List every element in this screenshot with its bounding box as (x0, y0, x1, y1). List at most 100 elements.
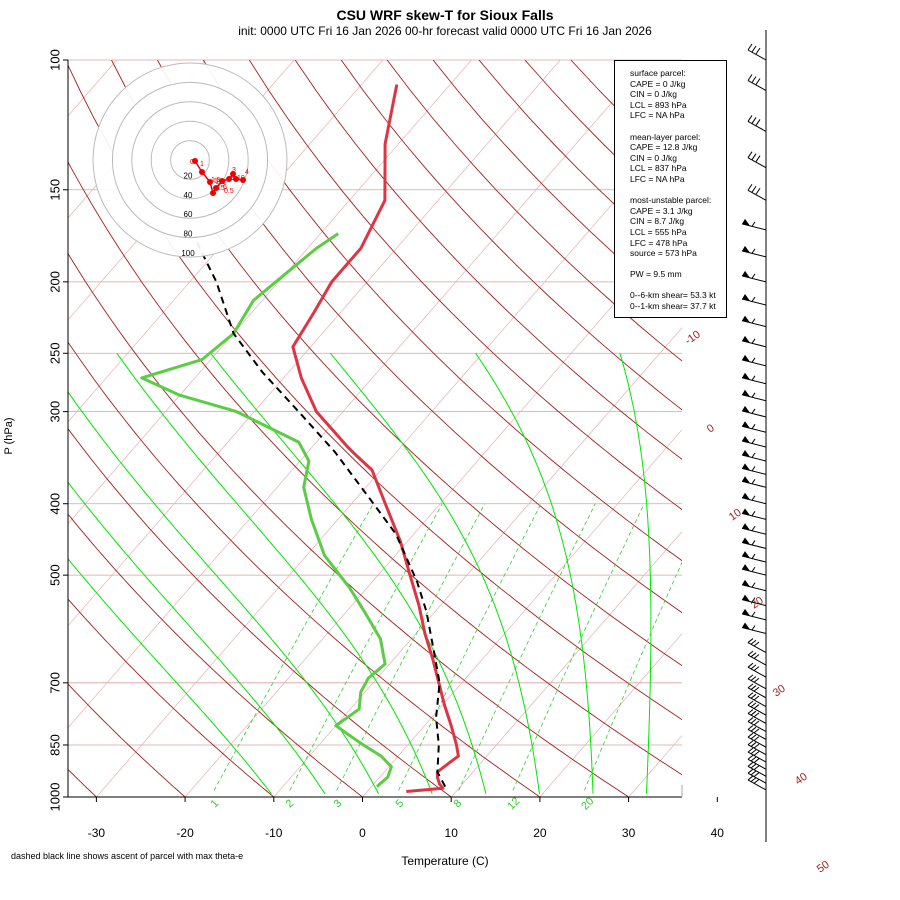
wind-barb (747, 683, 767, 699)
wind-barb-feather (751, 117, 757, 124)
wind-barb-pennant (742, 463, 750, 471)
wind-barb-pennant (742, 492, 750, 500)
dry-adiabat-line (68, 341, 541, 797)
mu-lfc: LFC = 478 hPa (630, 237, 688, 248)
surface-lcl: LCL = 893 hPa (630, 99, 687, 110)
y-tick-label: 1000 (47, 783, 62, 812)
isotherm-line (68, 60, 472, 525)
wind-barb-shaft (741, 555, 767, 563)
wind-barb (747, 74, 767, 91)
wind-barb-feather (751, 479, 756, 485)
wind-barb-feather (750, 676, 757, 681)
mixing-ratio-line (213, 503, 374, 791)
wind-barb-feather (751, 357, 756, 363)
wind-barb-feather (750, 718, 757, 724)
wind-barb-feather (747, 674, 754, 680)
dry-adiabat-line (111, 60, 682, 667)
wind-barb (747, 717, 767, 733)
wind-barb-feather (751, 296, 756, 302)
wind-barb-feather (747, 183, 753, 191)
parcel-info-box: surface parcel: CAPE = 0 J/kg CIN = 0 J/… (614, 60, 727, 318)
wind-barb-feather (750, 749, 757, 755)
wind-barb-feather (751, 318, 756, 324)
dry-adiabat-label: 0 (705, 422, 717, 435)
wind-barb-feather (751, 438, 756, 444)
wind-barb-feather (751, 76, 757, 83)
dry-adiabat-line (68, 252, 630, 797)
wind-barb-feather (751, 248, 756, 254)
wind-barb (747, 650, 767, 666)
wind-barb-feather (750, 664, 757, 670)
wind-barb-feather (747, 725, 754, 730)
wind-barb-feather (751, 511, 756, 517)
hodograph-ring-label: 40 (184, 191, 193, 200)
moist-adiabat-line (210, 352, 487, 794)
hodograph-point (213, 185, 219, 191)
wind-barb-feather (753, 677, 760, 683)
surface-cape: CAPE = 0 J/kg (630, 78, 686, 89)
wind-barb-feather (753, 751, 760, 756)
dry-adiabat-label: 50 (815, 859, 832, 876)
dry-adiabat-line (248, 60, 682, 511)
mixing-ratio-line (336, 503, 486, 791)
y-tick-label: 150 (47, 179, 62, 201)
mixing-ratio-label: 1 (208, 797, 221, 810)
wind-barb-feather (747, 650, 754, 656)
mixing-ratio-label: 3 (331, 797, 344, 810)
wind-barb (747, 732, 767, 748)
y-tick-label: 500 (47, 564, 62, 586)
y-tick-label: 300 (47, 401, 62, 423)
wind-barb (747, 725, 767, 740)
wind-barb-feather (751, 540, 756, 546)
wind-barb-feather (751, 338, 756, 344)
hodograph-label: 4 (245, 169, 249, 176)
y-tick-label: 200 (47, 271, 62, 293)
y-tick-label: 250 (47, 342, 62, 364)
wind-barb-feather (753, 728, 760, 734)
wind-barb-feather (750, 726, 757, 732)
wind-barb (741, 564, 767, 576)
wind-barb-feather (751, 408, 756, 414)
isotherm-line (717, 60, 900, 797)
dry-adiabat-line (294, 60, 682, 460)
mixing-ratio-line (289, 503, 443, 791)
wind-barb (747, 700, 767, 716)
wind-barb-pennant (742, 579, 750, 587)
moist-adiabat-line (68, 481, 326, 795)
wind-barb-feather (751, 392, 756, 398)
wind-barb-pennant (742, 435, 750, 443)
wind-barb-pennant (742, 270, 750, 278)
dry-adiabat-line (0, 60, 23, 813)
wind-barb-feather (750, 734, 757, 740)
isotherm-line (362, 429, 682, 797)
mu-cin: CIN = 8.7 J/kg (630, 216, 685, 227)
wind-barb (747, 183, 767, 201)
wind-barb-feather (747, 43, 753, 51)
wind-barb-pennant (742, 523, 750, 531)
wind-barb-pennant (742, 449, 750, 457)
wind-barb (741, 389, 767, 402)
wind-barb-feather (753, 695, 760, 701)
wind-barb-feather (751, 466, 756, 472)
wind-barb-feather (747, 700, 754, 706)
wind-barb-feather (753, 736, 760, 741)
mixing-ratio-label: 8 (451, 797, 464, 810)
wind-barb-feather (750, 742, 757, 747)
wind-barb-pennant (742, 294, 750, 302)
hodograph-ring-label: 60 (184, 210, 193, 219)
wind-barb (741, 551, 767, 563)
isotherm-line (68, 60, 650, 729)
y-tick-label: 100 (47, 49, 62, 71)
wind-barb-feather (747, 768, 754, 774)
wind-barb (747, 638, 767, 654)
wind-barb (741, 435, 767, 448)
wind-barb-shaft (741, 512, 767, 520)
wind-barb-feather (751, 566, 756, 572)
surface-parcel-header: surface parcel: (630, 68, 686, 78)
wind-barb-pennant (742, 537, 750, 545)
dry-adiabat-label: -10 (683, 329, 703, 348)
wind-barb (747, 43, 767, 61)
wind-barb-feather (751, 625, 756, 631)
wind-barb-pennant (742, 608, 750, 616)
